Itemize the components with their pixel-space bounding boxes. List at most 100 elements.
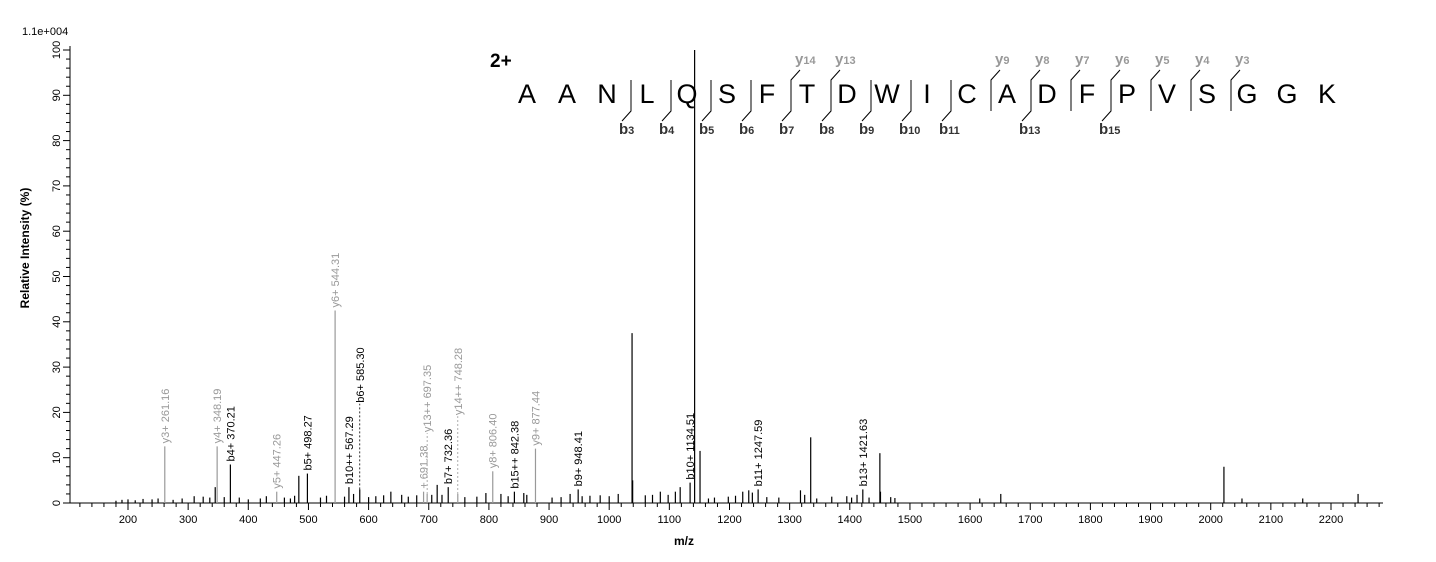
b-ion-index: 7 (788, 125, 794, 137)
y-tick-label: 50 (51, 270, 63, 282)
x-tick-label: 1600 (958, 514, 982, 526)
x-tick-label: 700 (420, 514, 438, 526)
x-tick-label: 400 (239, 514, 257, 526)
b-ion-marker (741, 80, 752, 122)
peak-label: b15++ 842.38 (509, 421, 521, 489)
peptide-sequence: A A N L Q S F T D W I C A D F P V S G G Kb3 b4 b5 b6 b7 b8 b9 b10 b1… (518, 51, 1336, 138)
y-ion-marker (1030, 69, 1041, 111)
peak-label: y6+ 544.31 (330, 253, 342, 308)
peak-label: b10+ 1134.51 (685, 413, 697, 480)
b-ion-index: 15 (1108, 125, 1120, 137)
b-ion-marker (861, 80, 872, 122)
residue: I (923, 79, 931, 109)
y-ion-label: y6 (1115, 51, 1129, 68)
y-ion-marker (990, 69, 1001, 111)
x-axis-title: m/z (674, 534, 694, 548)
y-ion-marker (1110, 69, 1121, 111)
b-ion-label: b13 (1019, 121, 1040, 138)
y-ion-label: y8 (1035, 51, 1049, 68)
b-ion-label: b7 (779, 121, 794, 138)
peak-label: b11+ 1247.59 (753, 420, 765, 487)
peak-label: y5+ 447.26 (272, 434, 284, 489)
peak-label: b7+ 732.36 (443, 429, 455, 484)
b-ion-index: 10 (908, 125, 920, 137)
x-tick-label: 2100 (1259, 514, 1283, 526)
peak-label: y3+ 261.16 (160, 389, 172, 444)
y-ion-marker (1190, 69, 1201, 111)
y-ion-index: 13 (843, 55, 855, 67)
y-ion-marker (830, 69, 841, 111)
y-ion-index: 14 (803, 55, 816, 67)
residue: A (998, 79, 1016, 109)
residue: N (597, 79, 617, 109)
y-ion-marker (1230, 69, 1241, 111)
x-tick-label: 1000 (597, 514, 621, 526)
y-ion-label: y5 (1155, 51, 1169, 68)
y-tick-label: 20 (51, 406, 63, 418)
residue: C (957, 79, 977, 109)
residue: D (1037, 79, 1057, 109)
y-tick-label: 80 (51, 134, 63, 146)
b-ion-label: b9 (859, 121, 874, 138)
residue: V (1158, 79, 1176, 109)
x-tick-label: 900 (540, 514, 558, 526)
y-ion-label: y7 (1075, 51, 1089, 68)
b-ion-label: b3 (619, 121, 634, 138)
residue: W (874, 79, 900, 109)
y-axis-title: Relative Intensity (%) (18, 188, 32, 309)
charge-state-label: 2+ (490, 51, 512, 72)
b-ion-label: b15 (1099, 121, 1120, 138)
residue: A (518, 79, 536, 109)
residue: G (1276, 79, 1297, 109)
x-tick-label: 1200 (717, 514, 741, 526)
x-tick-label: 2200 (1319, 514, 1343, 526)
peak-label: y4+ 348.19 (212, 389, 224, 444)
residue: D (837, 79, 857, 109)
y-ion-label: y14 (795, 51, 816, 68)
x-tick-label: 600 (359, 514, 377, 526)
b-ion-label: b6 (739, 121, 754, 138)
y-ion-marker (790, 69, 801, 111)
b-ion-label: b10 (899, 121, 920, 138)
residue: S (1198, 79, 1216, 109)
peak-label: b10++ 567.29 (344, 416, 356, 484)
x-tick-label: 1900 (1138, 514, 1162, 526)
b-ion-marker (1021, 80, 1032, 122)
peak-label: b4+ 370.21 (225, 406, 237, 461)
peak-label: b13+ 1421.63 (858, 419, 870, 487)
b-ion-index: 11 (948, 125, 960, 137)
residue: T (799, 79, 816, 109)
peak-label: y8+ 806.40 (488, 414, 500, 469)
y-tick-label: 90 (51, 89, 63, 101)
residue: P (1118, 79, 1136, 109)
x-tick-label: 1800 (1078, 514, 1102, 526)
y-tick-label: 10 (51, 452, 63, 464)
y-ion-index: 9 (1003, 55, 1009, 67)
y-ion-index: 5 (1163, 55, 1169, 67)
y-tick-label: 60 (51, 225, 63, 237)
peak-label: b5+ 498.27 (302, 415, 314, 470)
b-ion-marker (781, 80, 792, 122)
b-ion-marker (821, 80, 832, 122)
x-tick-label: 1100 (658, 514, 682, 526)
b-ion-label: b8 (819, 121, 834, 138)
b-ion-marker (701, 80, 712, 122)
x-tick-label: 500 (299, 514, 317, 526)
b-ion-index: 13 (1028, 125, 1040, 137)
peak-label: b6+ 585.30 (355, 347, 367, 402)
y-ion-index: 4 (1203, 55, 1210, 67)
x-tick-label: 2000 (1198, 514, 1222, 526)
y-tick-label: 40 (51, 316, 63, 328)
x-tick-label: 800 (480, 514, 498, 526)
x-tick-label: 300 (179, 514, 197, 526)
x-tick-label: 1400 (838, 514, 862, 526)
b-ion-index: 3 (628, 125, 634, 137)
residue: Q (676, 79, 697, 109)
b-ion-index: 5 (708, 125, 714, 137)
peak-label: + 691.38 (419, 446, 431, 489)
residue: G (1236, 79, 1257, 109)
x-tick-label: 1500 (898, 514, 922, 526)
x-tick-label: 1700 (1018, 514, 1042, 526)
axes: 200 300 400 500 600 700 800 900 1000 1100 1200 1300… (51, 41, 1383, 526)
